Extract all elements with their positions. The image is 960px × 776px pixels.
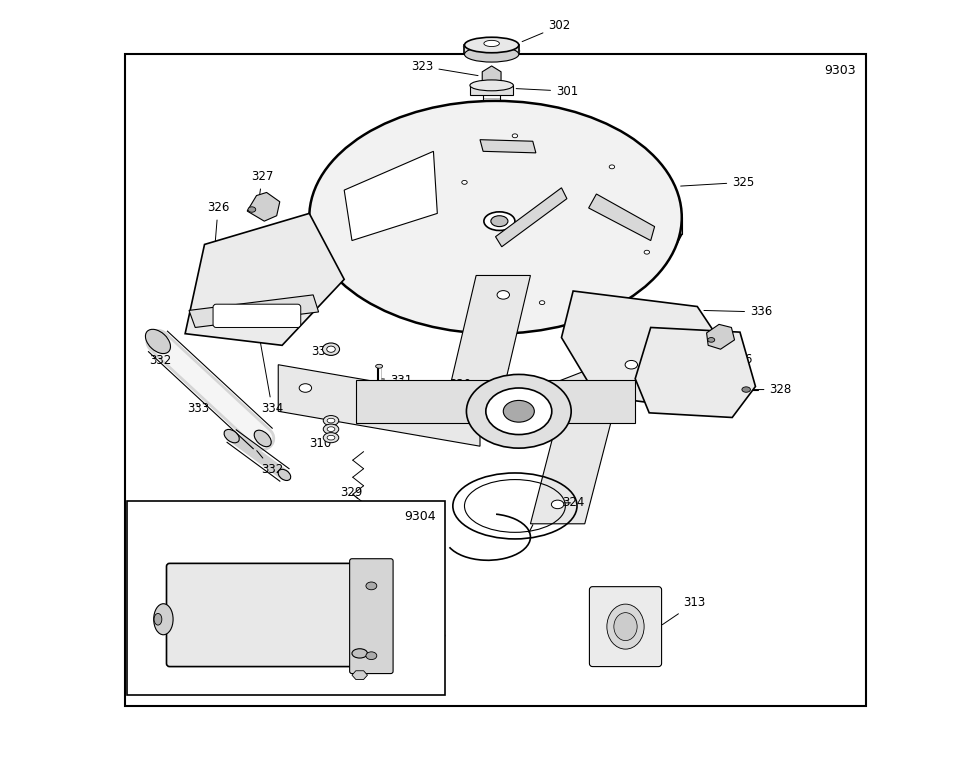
Ellipse shape	[607, 604, 644, 649]
Text: 332: 332	[256, 451, 283, 476]
Text: 332: 332	[150, 349, 172, 367]
Text: 338: 338	[364, 629, 446, 659]
Ellipse shape	[465, 47, 518, 62]
Ellipse shape	[366, 582, 376, 590]
Text: 310: 310	[309, 431, 331, 450]
Text: 323: 323	[411, 60, 478, 75]
Ellipse shape	[327, 418, 335, 423]
Ellipse shape	[465, 37, 518, 53]
Polygon shape	[189, 295, 319, 327]
Ellipse shape	[254, 430, 272, 447]
Text: 329: 329	[340, 487, 363, 499]
Ellipse shape	[484, 40, 499, 47]
Text: 327: 327	[252, 171, 274, 197]
FancyBboxPatch shape	[589, 587, 661, 667]
Polygon shape	[588, 194, 655, 241]
Ellipse shape	[625, 360, 637, 369]
Text: 334: 334	[255, 315, 283, 415]
Text: 335: 335	[311, 345, 333, 358]
Text: 324: 324	[563, 497, 585, 509]
Text: 333: 333	[186, 402, 208, 414]
FancyBboxPatch shape	[166, 563, 374, 667]
Ellipse shape	[469, 80, 514, 91]
Polygon shape	[248, 192, 279, 221]
Bar	[125, 54, 866, 706]
Polygon shape	[511, 345, 651, 446]
Text: 313: 313	[662, 597, 706, 625]
Polygon shape	[469, 85, 514, 95]
Polygon shape	[348, 545, 369, 556]
Ellipse shape	[324, 433, 339, 442]
Polygon shape	[445, 275, 531, 407]
Text: 9303: 9303	[825, 64, 856, 77]
Ellipse shape	[224, 429, 239, 443]
Polygon shape	[531, 404, 615, 524]
Ellipse shape	[484, 212, 515, 230]
Ellipse shape	[503, 400, 535, 422]
Ellipse shape	[497, 291, 510, 299]
Ellipse shape	[154, 613, 162, 625]
Polygon shape	[707, 324, 734, 349]
Ellipse shape	[467, 375, 571, 449]
Text: 337: 337	[230, 559, 302, 574]
Ellipse shape	[309, 101, 682, 334]
Polygon shape	[636, 327, 756, 417]
Ellipse shape	[324, 424, 339, 434]
Polygon shape	[278, 365, 480, 446]
Ellipse shape	[462, 180, 468, 185]
Ellipse shape	[366, 652, 376, 660]
Text: 330: 330	[449, 378, 471, 390]
Ellipse shape	[300, 384, 312, 392]
Ellipse shape	[324, 416, 339, 425]
Polygon shape	[482, 66, 501, 89]
Ellipse shape	[145, 329, 171, 354]
Ellipse shape	[540, 300, 544, 304]
Polygon shape	[465, 45, 518, 54]
Polygon shape	[309, 234, 682, 283]
Ellipse shape	[154, 604, 173, 635]
Text: 331: 331	[382, 374, 412, 386]
Bar	[127, 501, 445, 695]
Ellipse shape	[551, 501, 564, 509]
Ellipse shape	[491, 216, 508, 227]
Ellipse shape	[327, 435, 335, 440]
Ellipse shape	[742, 387, 751, 393]
Ellipse shape	[278, 469, 291, 480]
Ellipse shape	[613, 613, 637, 641]
Polygon shape	[345, 151, 438, 241]
Text: 302: 302	[522, 19, 570, 42]
Ellipse shape	[248, 206, 255, 212]
Polygon shape	[562, 291, 736, 411]
Ellipse shape	[644, 250, 650, 255]
Polygon shape	[352, 670, 368, 680]
Text: 336: 336	[704, 306, 772, 318]
Ellipse shape	[486, 388, 552, 435]
Ellipse shape	[513, 133, 517, 138]
Ellipse shape	[352, 649, 368, 658]
FancyBboxPatch shape	[349, 559, 393, 674]
Text: 9304: 9304	[404, 510, 436, 523]
Text: 301: 301	[516, 85, 578, 98]
Polygon shape	[356, 380, 636, 423]
Ellipse shape	[708, 338, 715, 342]
FancyBboxPatch shape	[213, 304, 300, 327]
Text: 325: 325	[681, 176, 755, 189]
Ellipse shape	[610, 165, 614, 169]
Ellipse shape	[375, 365, 383, 369]
Polygon shape	[185, 213, 345, 345]
Text: 326: 326	[690, 347, 753, 365]
Polygon shape	[309, 217, 682, 234]
Text: 328: 328	[753, 383, 792, 396]
Polygon shape	[480, 140, 536, 153]
Ellipse shape	[326, 346, 335, 352]
Text: 326: 326	[206, 202, 229, 247]
Ellipse shape	[323, 343, 340, 355]
Ellipse shape	[327, 427, 335, 431]
Polygon shape	[495, 188, 567, 247]
